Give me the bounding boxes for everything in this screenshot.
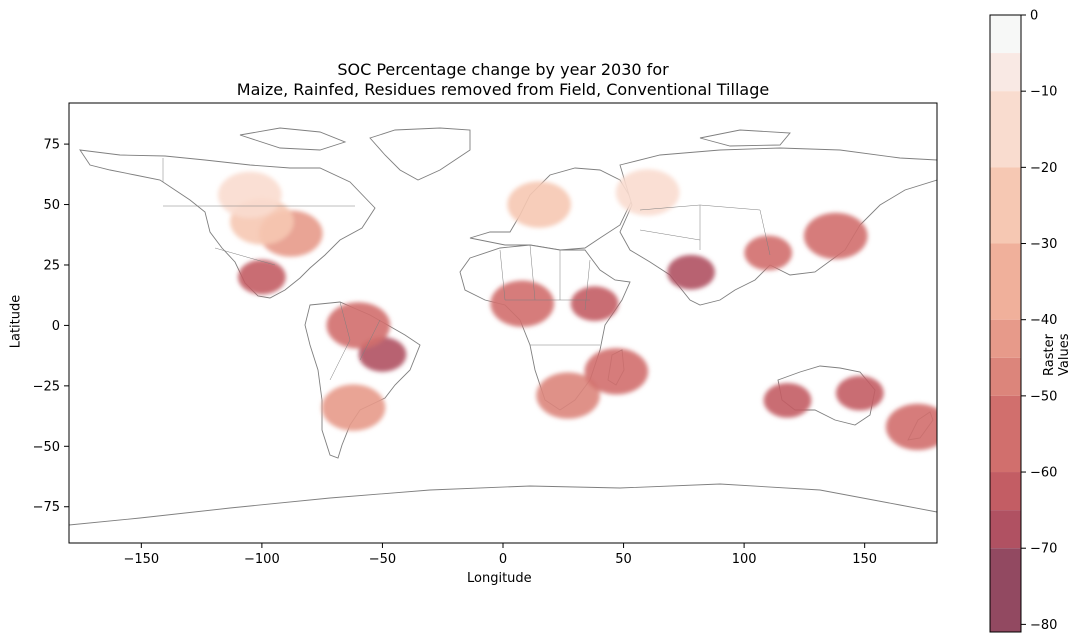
colorbar-segment	[990, 548, 1021, 632]
south-america-borders	[329, 301, 381, 381]
region-japan	[803, 212, 868, 260]
colorbar-tick-label: −30	[1030, 237, 1057, 252]
region-china	[744, 235, 793, 271]
north-america-outline	[79, 149, 376, 299]
x-tick-label: 0	[499, 552, 507, 567]
colorbar-frame	[989, 14, 1022, 633]
colorbar-ticks: 0 −10 −20 −30 −40 −50 −60 −70 −80	[1021, 9, 1057, 633]
region-new-zealand	[885, 403, 937, 451]
y-tick-label: 0	[52, 319, 60, 334]
raster-regions	[218, 169, 937, 451]
x-tick-label: −150	[123, 552, 159, 567]
colorbar-segment	[990, 15, 1021, 54]
y-tick-label: 75	[43, 138, 60, 153]
x-tick-label: 150	[852, 552, 877, 567]
x-axis-ticks: −150 −100 −50 0 50 100 150	[123, 543, 877, 567]
region-mexico	[238, 259, 286, 295]
x-tick-label: 50	[615, 552, 632, 567]
antarctica-outline	[69, 483, 937, 543]
region-south-africa	[536, 372, 600, 419]
region-madagascar	[584, 348, 649, 395]
region-nigeria	[490, 280, 555, 327]
x-tick-label: −100	[244, 552, 280, 567]
colorbar-tick-label: −10	[1030, 85, 1057, 100]
country-borders	[162, 158, 771, 381]
y-axis-ticks: −75 −50 −25 0 25 50 75	[33, 138, 69, 515]
y-axis-label: Latitude	[8, 294, 24, 349]
colorbar-segment	[990, 91, 1021, 168]
region-east-australia	[835, 375, 884, 411]
colorbar-tick-label: −60	[1030, 466, 1057, 481]
colorbar-segment	[990, 243, 1021, 320]
x-tick-label: 100	[732, 552, 757, 567]
colorbar-tick-label: −20	[1030, 161, 1057, 176]
x-tick-label: −50	[369, 552, 396, 567]
region-russia	[615, 169, 680, 216]
region-amazon-north	[326, 302, 391, 349]
y-tick-label: −50	[33, 440, 60, 455]
colorbar-label: Raster Values	[1042, 333, 1072, 376]
region-sw-australia	[763, 382, 812, 418]
chart-title-line1: SOC Percentage change by year 2030 for	[337, 60, 669, 79]
y-tick-label: −75	[33, 500, 60, 515]
region-canada-prairies	[218, 171, 282, 219]
africa-borders	[499, 244, 600, 346]
colorbar-segment	[990, 510, 1021, 549]
asia-borders	[639, 204, 771, 256]
greenland-outline	[369, 127, 471, 181]
chart-title-line2: Maize, Rainfed, Residues removed from Fi…	[236, 80, 770, 99]
colorbar-tick-label: −50	[1030, 389, 1057, 404]
colorbar-segment	[990, 53, 1021, 92]
colorbar-segment	[990, 395, 1021, 473]
colorbar-tick-label: 0	[1030, 9, 1038, 24]
us-mexico-border	[214, 247, 276, 266]
colorbar-tick-label: −40	[1030, 313, 1057, 328]
y-tick-label: 50	[43, 198, 60, 213]
colorbar-segment	[990, 167, 1021, 244]
region-ethiopia	[570, 286, 619, 322]
y-tick-label: −25	[33, 379, 60, 394]
x-axis-label: Longitude	[467, 571, 532, 586]
colorbar-segment	[990, 319, 1021, 358]
colorbar-tick-label: −70	[1030, 542, 1057, 557]
region-europe	[507, 181, 571, 228]
colorbar-segment	[990, 357, 1021, 396]
colorbar	[990, 15, 1021, 632]
colorbar-segment	[990, 472, 1021, 511]
arctic-islands-outline	[239, 127, 791, 151]
colorbar-tick-label: −80	[1030, 618, 1057, 633]
y-tick-label: 25	[43, 258, 60, 273]
region-india	[667, 254, 715, 290]
region-argentina	[321, 384, 386, 431]
